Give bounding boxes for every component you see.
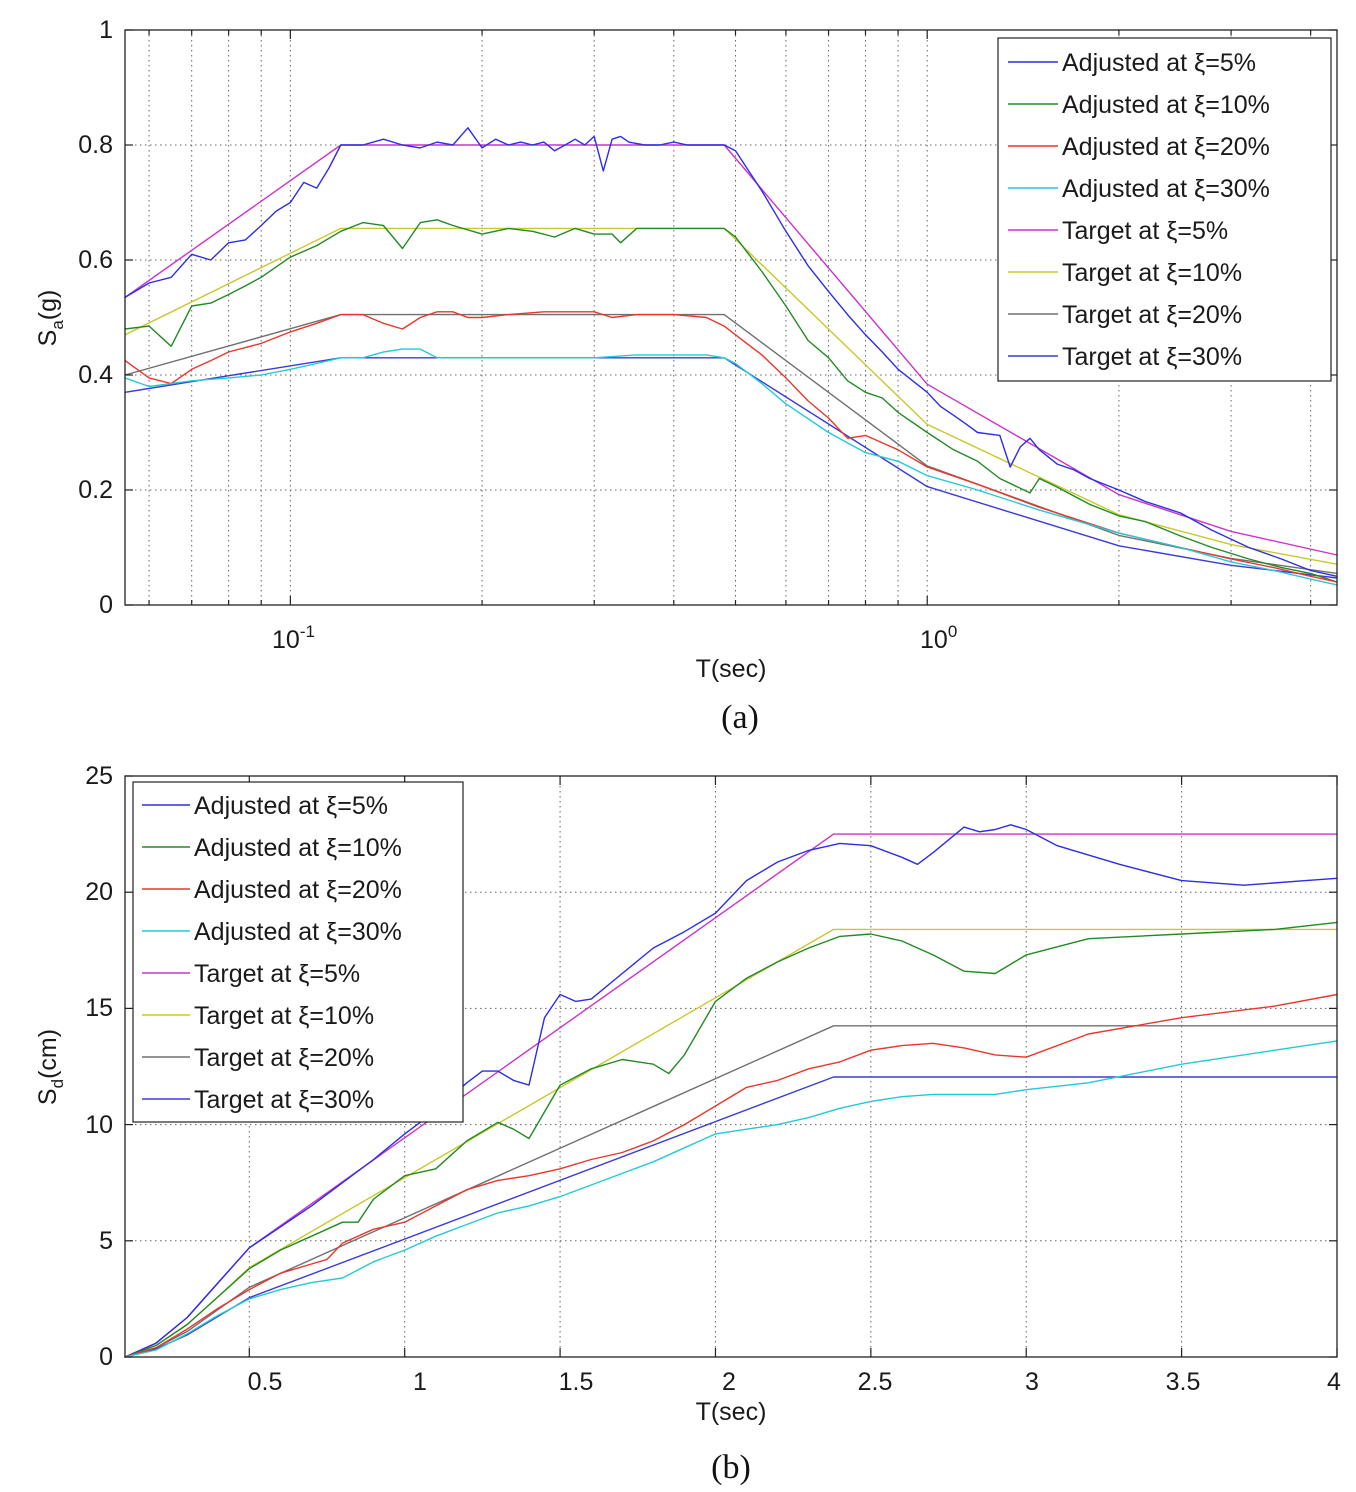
- legend-label: Adjusted at ξ=10%: [1062, 91, 1270, 119]
- panel-a-ytick-label: 0.4: [78, 361, 113, 389]
- panel-a-xtick-label-1: 100: [920, 622, 957, 654]
- panel-b-series-adjusted-20pct: [124, 993, 1338, 1358]
- panel-a-series-adjusted-5pct: [124, 127, 1338, 577]
- panel-a-spectral-acceleration: 0 0.2 0.4 0.6 0.8 1 10-1 100 T(sec) Sa(g…: [34, 16, 1338, 736]
- panel-b-tick-marks: [125, 775, 1338, 1358]
- panel-a-caption: (a): [721, 699, 759, 736]
- panel-b-xtick-label: 3: [1025, 1368, 1039, 1396]
- panel-b-ytick-label: 0: [99, 1343, 113, 1371]
- panel-a-xtick-label-0.1: 10-1: [272, 622, 315, 654]
- legend-label: Target at ξ=5%: [1062, 217, 1228, 245]
- legend-label: Target at ξ=5%: [194, 960, 360, 988]
- panel-a-plot-frame: [124, 29, 1338, 606]
- panel-a-legend-box: [997, 37, 1332, 382]
- panel-a-ytick-label: 0: [99, 591, 113, 619]
- panel-b-ytick-label: 20: [85, 878, 113, 906]
- panel-b-ytick-label: 25: [85, 762, 113, 790]
- panel-b-xtick-label: 2: [722, 1368, 736, 1396]
- legend-label: Adjusted at ξ=5%: [194, 792, 388, 820]
- panel-b-x-axis-label: T(sec): [696, 1398, 767, 1426]
- panel-b-series-adjusted-5pct: [124, 824, 1338, 1358]
- panel-a-x-axis-label: T(sec): [696, 655, 767, 683]
- legend-label: Adjusted at ξ=20%: [194, 876, 402, 904]
- panel-a-ytick-label: 0.2: [78, 476, 113, 504]
- panel-b-ytick-label: 5: [99, 1227, 113, 1255]
- panel-b-series-target-30pct: [124, 1076, 1338, 1358]
- legend-label: Adjusted at ξ=30%: [1062, 175, 1270, 203]
- legend-label: Target at ξ=20%: [194, 1044, 374, 1072]
- legend-label: Target at ξ=30%: [1062, 343, 1242, 371]
- panel-a-ytick-label: 1: [99, 16, 113, 44]
- panel-b-y-axis-label: Sd(cm): [34, 1029, 67, 1105]
- panel-a-series-target-30pct: [124, 357, 1338, 579]
- panel-b-ytick-label: 10: [85, 1111, 113, 1139]
- legend-label: Adjusted at ξ=30%: [194, 918, 402, 946]
- panel-b-plot-frame: [124, 775, 1338, 1358]
- panel-a-y-axis-label: Sa(g): [34, 290, 67, 347]
- panel-b-xtick-label: 1.5: [559, 1368, 594, 1396]
- panel-b-legend-box: [132, 781, 464, 1123]
- legend-label: Adjusted at ξ=10%: [194, 834, 402, 862]
- legend-label: Target at ξ=30%: [194, 1086, 374, 1114]
- panel-b-series: [124, 824, 1338, 1358]
- panel-a-series-adjusted-10pct: [124, 219, 1338, 583]
- legend-label: Target at ξ=20%: [1062, 301, 1242, 329]
- panel-b-xtick-label: 3.5: [1166, 1368, 1201, 1396]
- panel-a-legend: Adjusted at ξ=5% Adjusted at ξ=10% Adjus…: [997, 37, 1332, 382]
- panel-b-xtick-label: 4: [1327, 1368, 1341, 1396]
- legend-label: Adjusted at ξ=20%: [1062, 133, 1270, 161]
- panel-a-series: [124, 127, 1338, 586]
- panel-b-xtick-label: 2.5: [858, 1368, 893, 1396]
- panel-b-xtick-label: 1: [413, 1368, 427, 1396]
- panel-a-series-adjusted-30pct: [124, 348, 1338, 586]
- panel-b-ytick-label: 15: [85, 994, 113, 1022]
- panel-a-series-target-10pct: [124, 227, 1338, 565]
- panel-b-caption: (b): [711, 1449, 751, 1486]
- legend-label: Target at ξ=10%: [1062, 259, 1242, 287]
- panel-b-series-adjusted-30pct: [124, 1040, 1338, 1358]
- panel-b-xtick-label: 0.5: [248, 1368, 283, 1396]
- panel-b-legend: Adjusted at ξ=5% Adjusted at ξ=10% Adjus…: [132, 781, 464, 1123]
- panel-a-ytick-label: 0.8: [78, 131, 113, 159]
- panel-a-ytick-label: 0.6: [78, 246, 113, 274]
- panel-b-spectral-displacement: 0 5 10 15 20 25 0.5 1 1.5 2 2.5 3 3.5 4 …: [34, 762, 1341, 1486]
- panel-b-series-adjusted-10pct: [124, 921, 1338, 1358]
- legend-label: Target at ξ=10%: [194, 1002, 374, 1030]
- panel-a-series-adjusted-20pct: [124, 311, 1338, 583]
- legend-label: Adjusted at ξ=5%: [1062, 49, 1256, 77]
